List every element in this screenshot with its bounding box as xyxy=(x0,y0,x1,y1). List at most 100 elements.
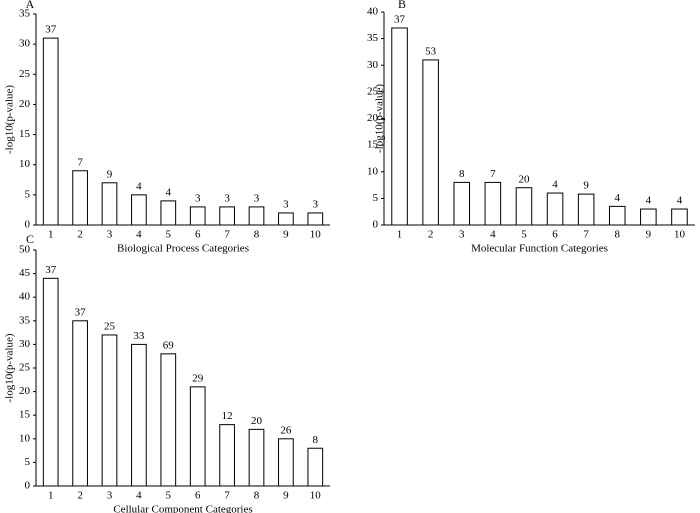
count-label: 3 xyxy=(224,192,230,204)
y-tick-label: 5 xyxy=(373,192,379,204)
bar xyxy=(608,205,626,226)
count-label: 20 xyxy=(518,173,530,185)
x-tick-label: 2 xyxy=(428,229,434,241)
x-tick-label: 7 xyxy=(224,490,230,502)
y-tick-label: 0 xyxy=(25,480,31,492)
panel-label: C xyxy=(26,232,34,246)
y-tick-label: 5 xyxy=(25,188,31,200)
y-tick-label: 20 xyxy=(19,98,31,110)
bar xyxy=(160,200,177,226)
y-tick-label: 10 xyxy=(19,158,31,170)
bar xyxy=(101,334,118,487)
bar xyxy=(131,194,147,226)
bar xyxy=(391,27,408,226)
x-tick-label: 1 xyxy=(48,490,54,502)
x-tick-label: 3 xyxy=(459,229,465,241)
x-tick-label: 9 xyxy=(283,490,289,502)
x-tick-label: 3 xyxy=(107,229,113,241)
count-label: 69 xyxy=(163,339,175,351)
count-label: 3 xyxy=(313,198,319,210)
x-tick-label: 5 xyxy=(166,229,172,241)
y-tick-label: 15 xyxy=(19,409,31,421)
y-tick-label: 30 xyxy=(19,338,31,350)
x-tick-label: 5 xyxy=(521,229,527,241)
x-tick-label: 5 xyxy=(166,490,172,502)
count-label: 37 xyxy=(394,14,406,26)
count-label: 4 xyxy=(136,180,142,192)
count-label: 4 xyxy=(166,186,172,198)
count-label: 8 xyxy=(459,168,465,180)
bar xyxy=(101,182,118,226)
x-tick-label: 10 xyxy=(310,229,322,241)
y-axis-label: -log10(p-value) xyxy=(4,333,16,402)
x-tick-label: 6 xyxy=(195,490,201,502)
y-tick-label: 20 xyxy=(19,385,31,397)
y-tick-label: 10 xyxy=(367,165,379,177)
y-tick-label: 35 xyxy=(367,32,379,44)
count-label: 9 xyxy=(107,168,113,180)
x-tick-label: 10 xyxy=(674,229,686,241)
count-label: 26 xyxy=(280,424,292,436)
x-tick-label: 2 xyxy=(77,490,83,502)
count-label: 25 xyxy=(104,320,116,332)
count-label: 4 xyxy=(552,179,558,191)
count-label: 37 xyxy=(45,24,57,36)
x-axis-label: Cellular Component Categories xyxy=(113,504,252,513)
x-axis-label: Molecular Function Categories xyxy=(471,243,608,255)
x-tick-label: 8 xyxy=(254,490,260,502)
y-tick-label: 15 xyxy=(367,139,379,151)
x-tick-label: 7 xyxy=(224,229,230,241)
x-tick-label: 3 xyxy=(107,490,113,502)
count-label: 29 xyxy=(192,372,204,384)
bar xyxy=(72,170,88,226)
bar xyxy=(278,212,294,226)
bar xyxy=(484,181,502,226)
count-label: 53 xyxy=(425,45,437,57)
bar xyxy=(307,212,324,226)
count-label: 20 xyxy=(251,415,263,427)
x-tick-label: 9 xyxy=(646,229,652,241)
count-label: 12 xyxy=(222,410,233,422)
bar xyxy=(189,206,206,226)
bar xyxy=(546,192,564,226)
y-tick-label: 10 xyxy=(19,432,31,444)
x-tick-label: 1 xyxy=(48,229,54,241)
bar xyxy=(640,208,657,226)
count-label: 3 xyxy=(195,192,201,204)
x-tick-label: 4 xyxy=(490,229,496,241)
y-tick-label: 5 xyxy=(25,456,31,468)
y-tick-label: 0 xyxy=(25,219,31,231)
y-tick-label: 40 xyxy=(19,291,31,303)
x-axis-label: Biological Process Categories xyxy=(117,243,249,255)
x-tick-label: 4 xyxy=(136,229,142,241)
x-tick-label: 1 xyxy=(397,229,403,241)
y-tick-label: 15 xyxy=(19,128,31,140)
x-tick-label: 8 xyxy=(254,229,260,241)
bar xyxy=(160,353,177,487)
bar xyxy=(422,59,439,226)
count-label: 3 xyxy=(254,192,260,204)
x-tick-label: 10 xyxy=(310,490,322,502)
y-tick-label: 35 xyxy=(19,8,31,20)
y-tick-label: 35 xyxy=(19,314,31,326)
bar xyxy=(248,206,265,226)
y-tick-label: 30 xyxy=(19,38,31,50)
bar xyxy=(671,208,688,226)
panel-label: B xyxy=(398,0,406,11)
bar xyxy=(577,193,595,226)
bar xyxy=(219,424,235,487)
count-label: 7 xyxy=(77,156,83,168)
y-tick-label: 25 xyxy=(367,85,379,97)
bar xyxy=(72,320,88,487)
x-tick-label: 8 xyxy=(615,229,621,241)
count-label: 4 xyxy=(677,195,683,207)
count-label: 3 xyxy=(283,198,289,210)
y-tick-label: 30 xyxy=(367,59,379,71)
bar xyxy=(219,206,235,226)
bar xyxy=(515,187,533,226)
y-axis-label: -log10(p-value) xyxy=(374,84,386,153)
bar xyxy=(189,386,206,487)
panel-label: A xyxy=(26,0,35,11)
x-tick-label: 9 xyxy=(283,229,289,241)
